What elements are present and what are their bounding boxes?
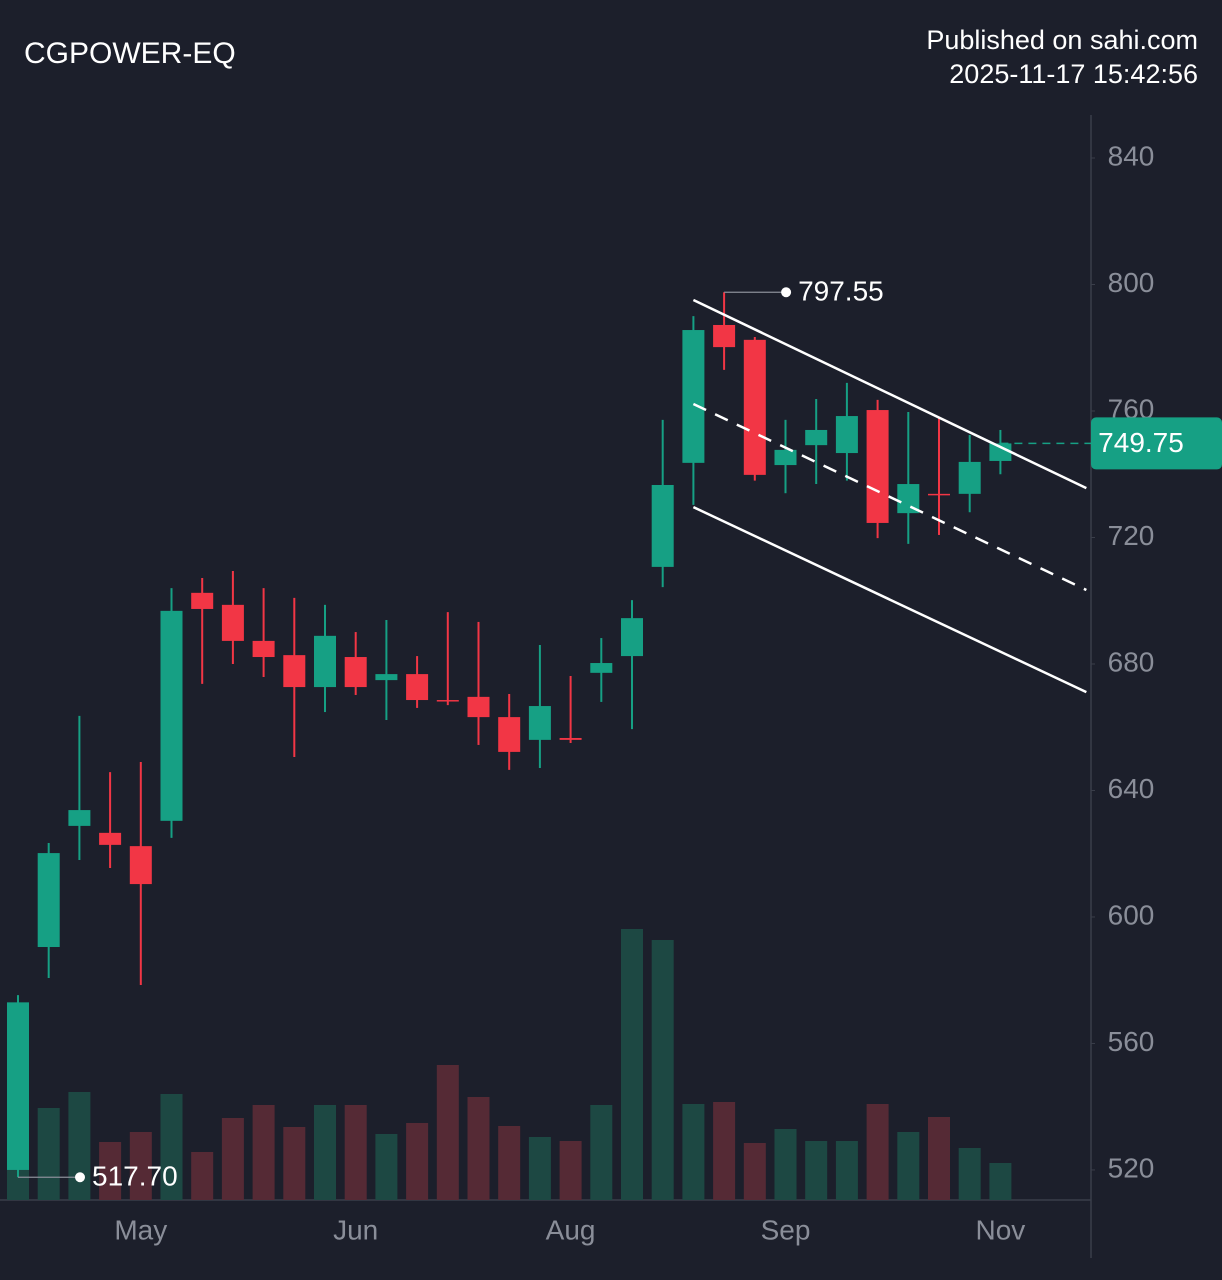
x-tick-label: Jun [333, 1214, 378, 1245]
candle-body [252, 640, 275, 658]
volume-bar [958, 1148, 981, 1200]
y-tick-label: 600 [1108, 899, 1155, 930]
chart-title: CGPOWER-EQ [24, 37, 236, 70]
x-tick-label: Aug [546, 1214, 596, 1245]
candle-body [713, 324, 736, 348]
volume-bar [37, 1108, 60, 1200]
x-tick-label: May [114, 1214, 167, 1245]
volume-bar [651, 940, 674, 1200]
volume-bar [774, 1129, 797, 1200]
marker-label: 517.70 [92, 1161, 178, 1192]
candle-body [774, 449, 797, 466]
marker-dot [75, 1172, 85, 1183]
candle-body [37, 853, 60, 948]
last-price-box [1091, 417, 1222, 470]
volume-bar [559, 1141, 582, 1200]
channel-line [692, 505, 1087, 694]
volume-bar [191, 1152, 214, 1200]
publisher: Published on sahi.com [926, 25, 1198, 55]
volume-bar [528, 1137, 551, 1200]
candle-body [743, 339, 766, 475]
candle-body [621, 618, 643, 657]
volume-bar [897, 1132, 920, 1200]
candle-body [528, 706, 551, 740]
candle-body [283, 655, 306, 688]
x-tick-label: Nov [976, 1214, 1026, 1245]
channel-line [692, 298, 1087, 490]
volume-bar [743, 1143, 766, 1200]
channel-line [692, 402, 1087, 592]
y-tick-label: 680 [1108, 646, 1155, 677]
volume-bar [498, 1126, 521, 1200]
volume-bar [713, 1102, 736, 1200]
volume-bar [682, 1104, 705, 1200]
candle-body [129, 846, 152, 885]
y-tick-label: 720 [1108, 520, 1155, 551]
y-tick-label: 520 [1108, 1152, 1155, 1183]
candle-body [160, 610, 183, 821]
candle-body [928, 493, 950, 496]
volume-bar [989, 1163, 1012, 1200]
volume-bar [252, 1105, 275, 1200]
candle-body [559, 737, 582, 740]
volume-bar [467, 1097, 490, 1200]
y-tick-label: 800 [1108, 267, 1155, 298]
candle-body [651, 484, 674, 567]
candle-body [835, 416, 858, 454]
candle-body [436, 700, 459, 702]
volume-bar [436, 1065, 459, 1200]
candle-body [406, 674, 429, 701]
volume-bar [928, 1117, 950, 1200]
candle-body [99, 832, 122, 845]
candle-body [221, 604, 244, 641]
volume-bar [283, 1127, 306, 1200]
volume-bar [406, 1123, 429, 1200]
volume-bar [129, 1132, 152, 1200]
marker-label: 797.55 [798, 276, 884, 307]
last-price-label: 749.75 [1098, 427, 1184, 458]
candle-body [467, 696, 490, 718]
y-tick-label: 640 [1108, 773, 1155, 804]
x-tick-label: Sep [761, 1214, 811, 1245]
volume-bar [835, 1141, 858, 1200]
candle-body [314, 635, 336, 688]
volume-bar [805, 1141, 828, 1200]
candle-body [866, 410, 889, 523]
marker-dot [781, 287, 792, 298]
volume-bar [221, 1118, 244, 1200]
candle-body [590, 663, 613, 673]
candle-body [68, 810, 91, 826]
timestamp: 2025-11-17 15:42:56 [949, 59, 1198, 89]
candle-body [498, 717, 521, 752]
volume-bar [590, 1105, 613, 1200]
volume-bar [621, 929, 643, 1200]
candle-body [897, 484, 920, 514]
volume-bar [375, 1134, 398, 1200]
volume-bar [68, 1092, 91, 1200]
candle-body [191, 592, 214, 609]
volume-bar [344, 1105, 367, 1200]
y-tick-label: 560 [1108, 1026, 1155, 1057]
candle-body [375, 674, 398, 681]
candle-body [7, 1002, 29, 1170]
candle-body [682, 330, 705, 463]
y-tick-label: 840 [1108, 140, 1155, 171]
volume-bar [866, 1104, 889, 1200]
candle-body [805, 429, 828, 446]
volume-bar [314, 1105, 336, 1200]
candle-body [958, 461, 981, 494]
volume-bar [160, 1094, 183, 1200]
candle-body [989, 443, 1012, 461]
candle-body [344, 657, 367, 688]
volume-bar [99, 1142, 122, 1200]
